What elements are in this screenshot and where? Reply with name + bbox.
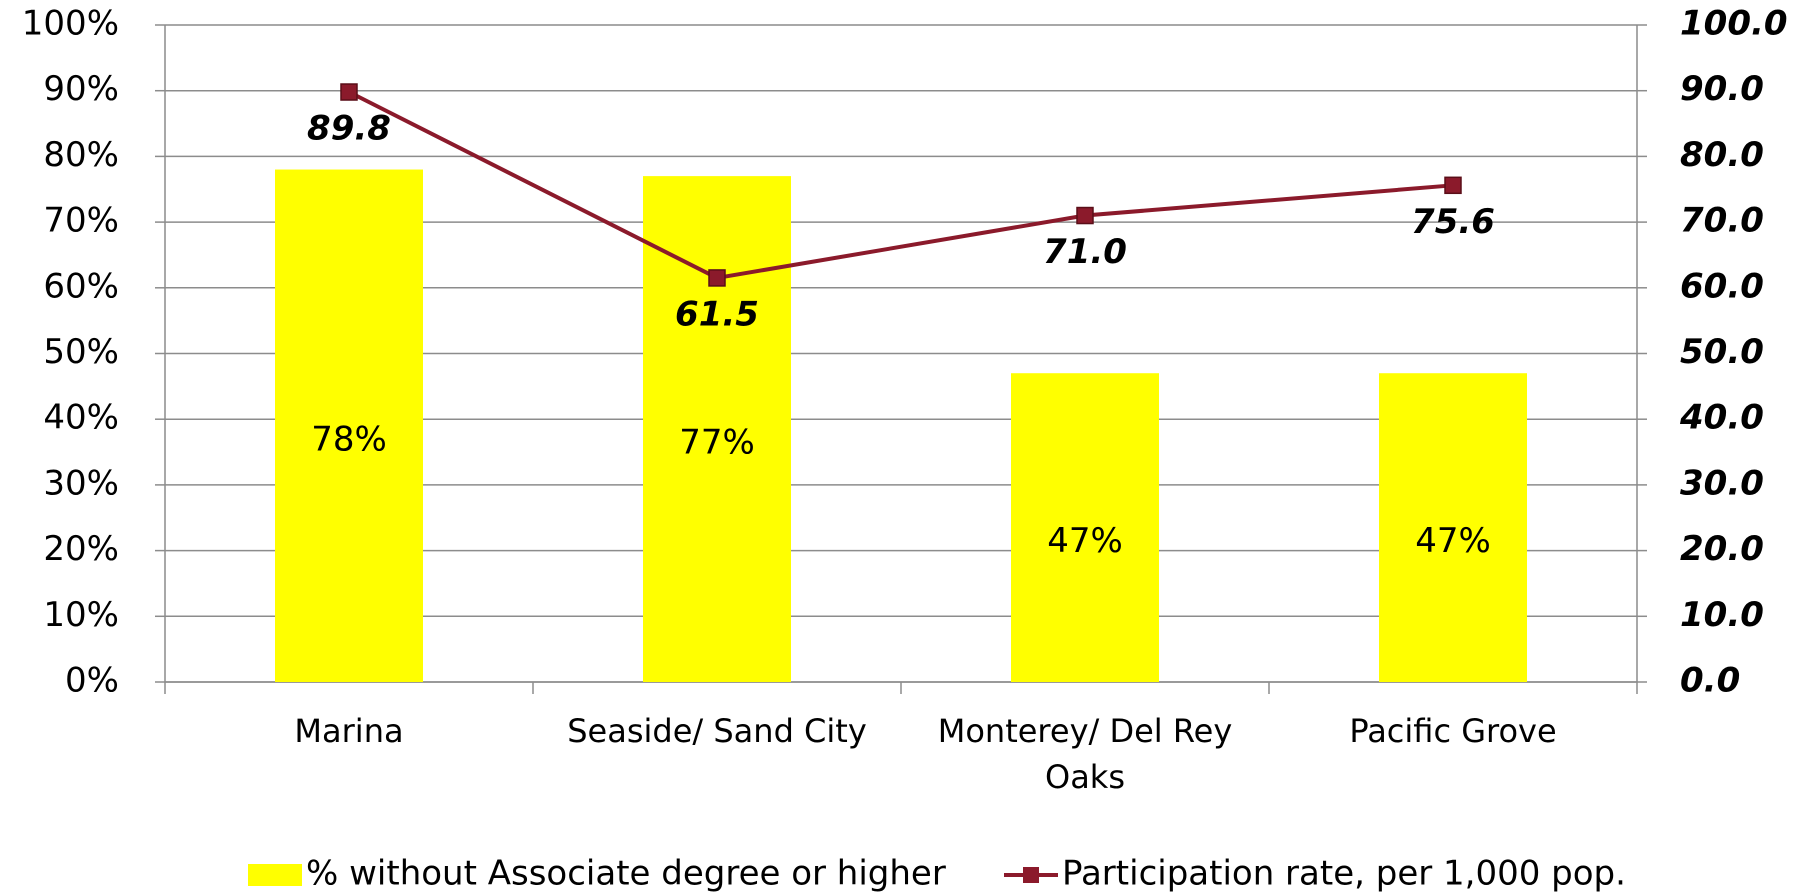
line	[348, 90, 1454, 281]
bar-label: 77%	[679, 423, 755, 463]
line-marker	[340, 83, 358, 101]
y-tick-label: 90%	[43, 69, 119, 109]
y-tick-label: 40%	[43, 398, 119, 438]
legend-label: % without Associate degree or higher	[306, 854, 946, 893]
y2-tick-label: 10.0	[1680, 595, 1764, 635]
y-tick-label: 50%	[43, 332, 119, 372]
legend-label: Participation rate, per 1,000 pop.	[1062, 854, 1626, 893]
y2-tick-label: 40.0	[1679, 398, 1764, 438]
y-tick-label: 70%	[43, 201, 119, 241]
bar-label: 47%	[1415, 521, 1491, 561]
x-tick-label: Monterey/ Del Rey Oaks	[937, 712, 1233, 796]
line-marker	[1076, 206, 1094, 225]
y2-tick-label: 80.0	[1680, 135, 1764, 175]
y2-tick-label: 70.0	[1680, 201, 1764, 241]
line-label: 89.8	[307, 109, 391, 149]
y2-tick-label: 60.0	[1680, 266, 1764, 306]
y2-tick-label: 90.0	[1680, 69, 1764, 109]
line-label: 61.5	[675, 294, 759, 334]
line-label: 71.0	[1043, 232, 1127, 272]
x-tick-label: Pacific Grove	[1349, 712, 1557, 750]
bar	[643, 176, 791, 683]
line-marker	[708, 269, 726, 287]
bar-label: 78%	[311, 419, 387, 459]
y-tick-label: 20%	[43, 529, 119, 569]
y-tick-label: 10%	[43, 595, 119, 635]
legend-swatch	[1023, 867, 1039, 883]
line-label: 75.6	[1411, 202, 1495, 242]
line-marker	[1444, 176, 1462, 195]
bar	[1011, 373, 1159, 682]
legend-swatch	[248, 864, 302, 886]
y2-tick-label: 0.0	[1680, 661, 1740, 701]
y-tick-label: 0%	[65, 661, 119, 701]
y-tick-label: 60%	[43, 266, 119, 306]
x-tick-label: Marina	[294, 712, 404, 750]
y-tick-label: 80%	[43, 135, 119, 175]
y2-tick-label: 50.0	[1680, 332, 1764, 372]
bar-label: 47%	[1047, 521, 1123, 561]
x-tick-label: Seaside/ Sand City	[567, 712, 867, 750]
y-tick-label: 30%	[43, 463, 119, 503]
y2-tick-label: 100.0	[1680, 4, 1788, 44]
y-tick-label: 100%	[22, 4, 119, 44]
y2-tick-label: 20.0	[1680, 529, 1764, 569]
bar	[1379, 373, 1527, 682]
y2-tick-label: 30.0	[1680, 463, 1764, 503]
bar	[275, 169, 423, 683]
